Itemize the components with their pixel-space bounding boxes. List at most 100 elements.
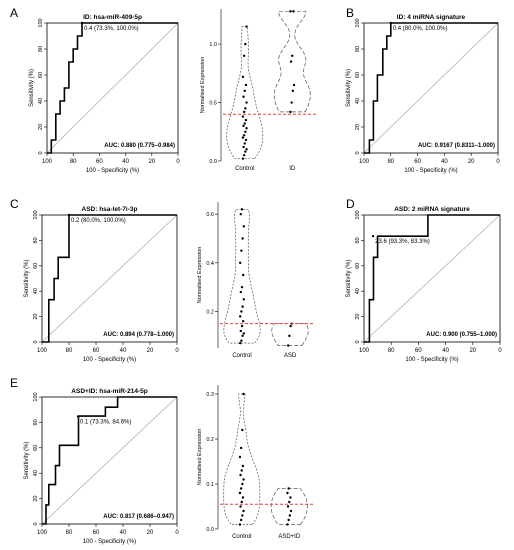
roc-ytick-label-e: 20 — [33, 496, 39, 502]
violin-point-e2-0 — [239, 487, 243, 490]
violin-point-e2-1 — [286, 491, 289, 495]
roc-title-c: ASD: hsa-let-7i-3p — [82, 206, 138, 213]
violin-point-c2-0 — [240, 249, 243, 252]
violin-ytick-label-e2: 0.3 — [206, 392, 214, 398]
roc-curve-b — [364, 22, 498, 154]
roc-threshold-point-b — [389, 21, 392, 25]
violin-category-label-c2-0: Control — [232, 353, 251, 359]
roc-xtick-label-d: 20 — [469, 348, 476, 354]
panel-letter-b: B — [346, 6, 355, 20]
violin-point-a2-0 — [244, 118, 248, 122]
roc-auc-label-e: AUC: 0.817 (0.686–0.947) — [103, 514, 174, 520]
violin-point-a2-1 — [292, 10, 295, 13]
roc-xtick-label-b: 80 — [387, 159, 394, 165]
roc-ytick-label-a: 40 — [38, 98, 44, 104]
violin-point-a2-0 — [241, 75, 245, 79]
violin-ytick-label-a2: 0.5 — [209, 101, 217, 107]
violin-point-a2-0 — [244, 138, 248, 142]
violin-point-a2-1 — [292, 83, 296, 87]
roc-threshold-label-c: 0.2 (80.0%, 100.0%) — [71, 218, 126, 224]
violin-point-c2-0 — [240, 310, 243, 313]
violin-point-e2-0 — [238, 523, 242, 526]
violin-point-a2-0 — [242, 134, 246, 137]
roc-ytick-label-d: 0 — [355, 340, 361, 343]
violin-point-c2-0 — [242, 225, 245, 228]
violin-point-e2-0 — [241, 464, 245, 468]
roc-xtick-label-c: 60 — [93, 348, 100, 354]
violin-point-e2-1 — [289, 496, 292, 499]
violin-point-c2-0 — [240, 324, 244, 328]
violin-ytick-label-a2: 0.0 — [209, 159, 217, 165]
roc-xlabel-b: 100 - Specificity (%) — [404, 168, 457, 174]
violin-point-a2-0 — [242, 145, 245, 149]
roc-curve-e — [42, 396, 177, 525]
roc-title-d: ASD: 2 miRNA signature — [394, 206, 470, 213]
violin-point-e2-0 — [242, 392, 245, 396]
violin-point-e2-1 — [288, 514, 292, 517]
roc-ytick-label-c: 0 — [33, 340, 39, 343]
violin-ylabel-a2: Normalised Expression — [200, 57, 206, 114]
roc-ytick-label-c: 40 — [33, 288, 39, 294]
roc-auc-label-c: AUC: 0.894 (0.778–1.000) — [103, 332, 174, 338]
violin-point-a2-1 — [289, 110, 292, 114]
violin-point-c2-0 — [241, 334, 244, 338]
roc-threshold-label-b: 0.4 (80.0%, 100.0%) — [393, 26, 448, 32]
roc-ytick-label-e: 80 — [33, 419, 39, 425]
roc-title-b: ID: 4 miRNA signature — [397, 14, 466, 21]
roc-xtick-label-a: 20 — [148, 159, 155, 165]
roc-threshold-point-d — [371, 235, 375, 238]
violin-shape-c2-1 — [271, 323, 309, 346]
violin-point-a2-0 — [243, 89, 246, 93]
violin-point-e2-0 — [241, 428, 244, 432]
roc-ytick-label-c: 100 — [33, 210, 39, 219]
roc-xtick-label-c: 0 — [175, 348, 179, 354]
violin-category-label-e2-1: ASD+ID — [278, 534, 301, 540]
violin-point-c2-0 — [241, 305, 244, 308]
roc-xtick-label-e: 60 — [93, 530, 100, 536]
violin-point-e2-1 — [286, 505, 290, 508]
roc-ytick-label-e: 40 — [33, 470, 39, 476]
violin-point-e2-1 — [287, 518, 290, 522]
roc-ytick-label-d: 60 — [355, 263, 361, 269]
violin-category-label-a2-0: Control — [235, 166, 254, 172]
violin-point-e2-0 — [241, 496, 245, 499]
violin-point-c2-0 — [240, 208, 244, 211]
violin-category-label-e2-0: Control — [232, 534, 251, 540]
violin-point-e2-1 — [287, 487, 290, 490]
violin-point-c2-0 — [239, 212, 242, 216]
violin-point-c2-0 — [242, 298, 245, 301]
roc-ytick-label-a: 60 — [38, 72, 44, 78]
violin-point-e2-0 — [238, 491, 242, 495]
roc-xtick-label-d: 80 — [388, 348, 395, 354]
violin-point-c2-1 — [288, 334, 291, 338]
roc-xtick-label-c: 40 — [120, 348, 127, 354]
roc-frame-e — [41, 396, 178, 525]
roc-threshold-point-a — [80, 21, 84, 25]
roc-xtick-label-e: 0 — [175, 530, 179, 536]
violin-point-a2-0 — [241, 157, 245, 160]
violin-point-a2-0 — [244, 83, 248, 87]
roc-xtick-label-a: 0 — [176, 159, 180, 165]
violin-ytick-label-c2: 0.6 — [206, 212, 214, 218]
violin-point-c2-0 — [239, 315, 242, 318]
roc-ylabel-a: Sensitivity (%) — [29, 69, 35, 107]
roc-reference-line-b — [363, 22, 499, 154]
violin-point-a2-0 — [242, 95, 245, 98]
violin-point-a2-0 — [245, 148, 248, 151]
roc-xlabel-c: 100 - Specificity (%) — [83, 357, 136, 363]
roc-ytick-label-b: 100 — [355, 18, 361, 27]
violin-ylabel-c2: Normalised Expression — [197, 247, 203, 304]
roc-ylabel-b: Sensitivity (%) — [346, 69, 352, 107]
violin-point-a2-1 — [289, 10, 292, 13]
roc-xtick-label-a: 40 — [122, 159, 129, 165]
violin-point-e2-0 — [239, 505, 242, 508]
violin-point-e2-0 — [240, 500, 243, 504]
violin-point-a2-1 — [289, 60, 293, 63]
roc-reference-line-d — [363, 214, 501, 343]
roc-auc-label-d: AUC: 0.900 (0.755–1.000) — [426, 332, 497, 338]
roc-ytick-label-b: 60 — [355, 72, 361, 78]
violin-shape-e2-0 — [223, 393, 261, 525]
roc-ylabel-e: Sensitivity (%) — [24, 441, 30, 479]
violin-shape-a2-0 — [226, 26, 264, 160]
roc-xtick-label-d: 60 — [415, 348, 422, 354]
